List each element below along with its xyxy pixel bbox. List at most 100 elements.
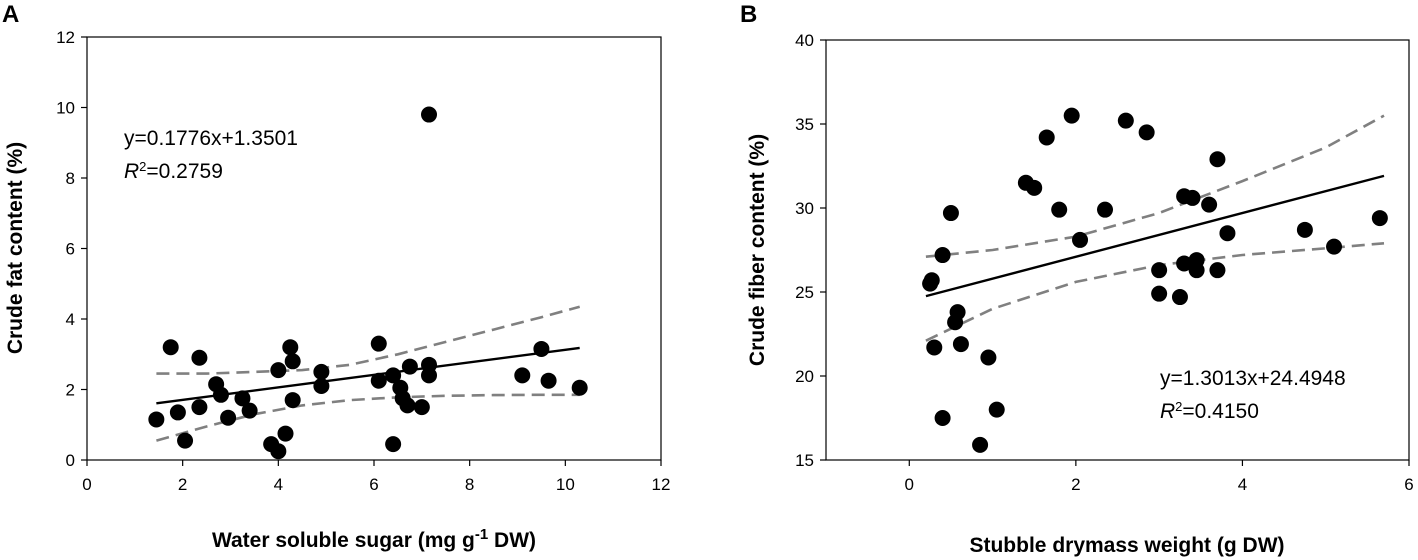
panel-a-data-point: [191, 349, 208, 366]
panel-a-y-tick-label: 10: [56, 99, 75, 118]
panel-a-r-symbol: R: [124, 160, 139, 183]
panel-b-data-point: [1209, 151, 1226, 168]
panel-a-data-point: [421, 106, 438, 123]
panel-a-r-squared: R2=0.2759: [124, 159, 223, 184]
panel-b-data-point: [1151, 285, 1168, 302]
panel-a-data-point: [270, 362, 287, 379]
panel-b-data-point: [1051, 201, 1068, 218]
panel-a-r-sup: 2: [139, 159, 146, 174]
panel-b-r2-value: =0.4150: [1182, 400, 1259, 423]
panel-a-y-tick-label: 6: [66, 240, 75, 259]
panel-b-data-point: [1326, 238, 1343, 255]
panel-b-y-tick-label: 30: [795, 199, 814, 218]
panel-a-y-tick-label: 12: [56, 28, 75, 47]
panel-b-data-point: [923, 272, 940, 289]
panel-a-plot-frame: [86, 36, 662, 461]
panel-a-data-point: [277, 425, 294, 442]
panel-a-data-point: [191, 399, 208, 416]
panel-b-y-tick-label: 15: [795, 451, 814, 470]
panel-a-data-point: [370, 372, 387, 389]
panel-b-x-axis-title: Stubble drymass weight (g DW): [969, 534, 1284, 557]
panel-b-data-point: [1026, 179, 1043, 196]
panel-a-data-point: [313, 377, 330, 394]
panel-b-data-point: [934, 247, 951, 264]
panel-b-data-point: [949, 304, 966, 321]
panel-b-data-point: [942, 205, 959, 222]
panel-a-equation: y=0.1776x+1.3501: [124, 127, 298, 150]
panel-a-data-point: [282, 339, 299, 356]
panel-b-letter: B: [740, 1, 757, 28]
panel-b-data-point: [1184, 189, 1201, 206]
panel-a-x-tick-label: 0: [82, 475, 91, 494]
panel-b-x-tick-label: 4: [1238, 475, 1247, 494]
panel-b-ticks: 0 2 4 6 15 20 25 30 35 40: [795, 31, 1414, 494]
panel-b-y-tick-label: 40: [795, 31, 814, 50]
panel-b-data-point: [1188, 252, 1205, 269]
panel-b-data-point: [988, 401, 1005, 418]
panel-a-data-point: [169, 404, 186, 421]
panel-b-x-tick-label: 2: [1071, 475, 1080, 494]
panel-a-data-point: [514, 367, 531, 384]
panel-a-data-point: [148, 411, 165, 428]
panel-b-ci-upper-line: [925, 114, 1385, 258]
panel-a-data-point: [571, 379, 588, 396]
panel-a-x-tick-label: 4: [274, 475, 283, 494]
panel-a-x-tick-label: 2: [178, 475, 187, 494]
panel-a-ci-upper-line: [156, 305, 581, 375]
panel-a-x-tick-label: 6: [369, 475, 378, 494]
panel-b-plot-frame: [825, 39, 1410, 461]
panel-a-x-tick-label: 8: [465, 475, 474, 494]
panel-a-data-point: [212, 386, 229, 403]
panel-b-data-point: [1201, 196, 1218, 213]
panel-a-data-point: [270, 443, 287, 460]
panel-a-letter: A: [2, 1, 19, 28]
panel-b-data-point: [1296, 221, 1313, 238]
panel-a-data-point: [313, 363, 330, 380]
panel-a-y-tick-label: 8: [66, 169, 75, 188]
panel-a-y-tick-label: 2: [66, 381, 75, 400]
panel-a-xlabel-end: DW): [488, 529, 536, 552]
panel-a-data-point: [284, 353, 301, 370]
panel-a-data-point: [533, 340, 550, 357]
panel-a-data-point: [177, 432, 194, 449]
panel-b-x-tick-label: 6: [1404, 475, 1413, 494]
panel-b-r-symbol: R: [1160, 400, 1175, 423]
panel-a-xlabel-main: Water soluble sugar (mg g: [212, 529, 475, 552]
panel-b-r-squared: R2=0.4150: [1160, 399, 1259, 424]
panel-a-y-tick-label: 0: [66, 451, 75, 470]
panel-a-data-point: [421, 367, 438, 384]
panel-a-ticks: 0 2 4 6 8 10 12 0 2 4 6 8 10 12: [56, 28, 670, 494]
panel-a-x-axis-title: Water soluble sugar (mg g-1 DW): [212, 526, 536, 553]
panel-b-y-tick-label: 25: [795, 283, 814, 302]
panel-a-ci-lower-line: [156, 393, 580, 442]
panel-b-data-point: [1171, 289, 1188, 306]
panel-a-y-axis-title: Crude fat content (%): [4, 142, 27, 354]
panel-b-data-point: [972, 436, 989, 453]
panel-b-r-sup: 2: [1175, 399, 1182, 414]
panel-a-y-tick-label: 4: [66, 310, 75, 329]
panel-b-data-point: [980, 349, 997, 366]
panel-a-data-points: [148, 106, 588, 460]
panel-a-data-point: [385, 367, 402, 384]
panel-b-x-tick-label: 0: [905, 475, 914, 494]
panel-a-data-point: [370, 335, 387, 352]
panel-b-y-axis-title: Crude fiber content (%): [746, 134, 769, 366]
panel-b-confidence-bands: [925, 114, 1385, 342]
panel-a-data-point: [385, 436, 402, 453]
panel-b-data-point: [926, 339, 943, 356]
panel-a-xlabel-sup: -1: [475, 526, 488, 543]
panel-b-data-point: [1117, 112, 1134, 129]
panel-a-x-tick-label: 12: [652, 475, 671, 494]
panel-a-data-point: [241, 402, 258, 419]
panel-b-data-point: [934, 410, 951, 426]
panel-b-data-point: [1209, 262, 1226, 279]
panel-a-data-point: [220, 409, 237, 426]
panel-a-data-point: [401, 358, 418, 375]
panel-b-data-points: [922, 107, 1388, 453]
panel-a-data-point: [399, 397, 416, 414]
panel-b-data-point: [1371, 210, 1388, 227]
panel-a-data-point: [540, 372, 557, 389]
